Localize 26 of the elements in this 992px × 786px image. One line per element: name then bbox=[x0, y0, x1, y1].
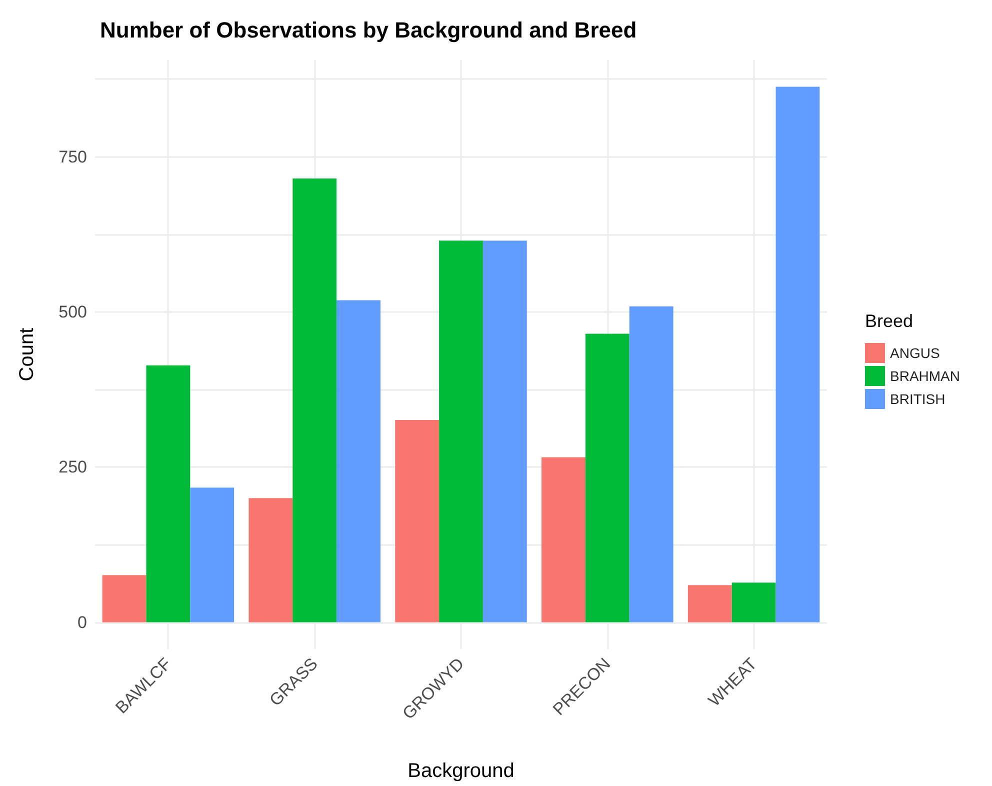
bar bbox=[395, 420, 440, 622]
bar bbox=[336, 300, 380, 622]
y-tick-label: 250 bbox=[58, 458, 87, 477]
bar bbox=[482, 240, 527, 622]
bar bbox=[542, 457, 586, 622]
y-tick-label: 750 bbox=[58, 147, 87, 166]
x-axis-title: Background bbox=[408, 760, 514, 782]
bar bbox=[688, 585, 732, 622]
bar bbox=[102, 575, 146, 622]
bar bbox=[776, 86, 820, 622]
y-tick-label: 0 bbox=[78, 612, 87, 632]
bar bbox=[292, 178, 337, 622]
bar bbox=[585, 334, 630, 622]
bar bbox=[190, 488, 234, 622]
bar bbox=[439, 240, 483, 622]
chart-title: Number of Observations by Background and Breed bbox=[100, 18, 637, 42]
legend-title: Breed bbox=[865, 311, 914, 331]
bar bbox=[248, 498, 293, 622]
legend-label: BRAHMAN bbox=[890, 368, 960, 384]
bar bbox=[146, 365, 190, 622]
legend-label: ANGUS bbox=[890, 345, 940, 361]
bar bbox=[732, 582, 776, 622]
bar bbox=[629, 306, 674, 622]
y-axis-title: Count bbox=[16, 327, 38, 382]
legend-label: BRITISH bbox=[890, 391, 946, 407]
y-tick-label: 500 bbox=[58, 302, 87, 322]
